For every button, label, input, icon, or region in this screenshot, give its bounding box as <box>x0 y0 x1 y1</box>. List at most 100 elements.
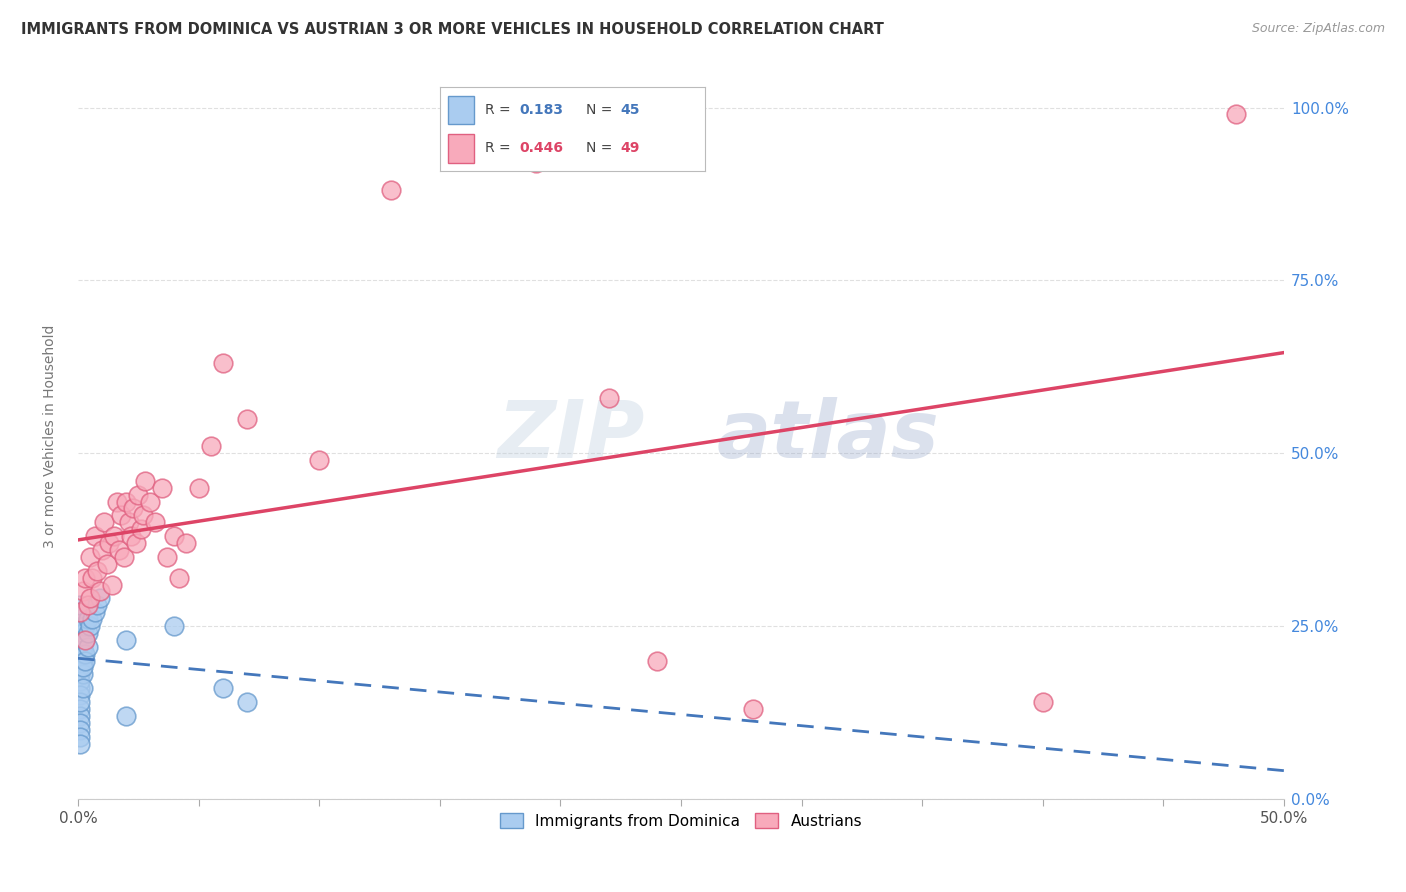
Point <box>82 571 104 585</box>
Point <box>89 591 111 606</box>
Point <box>69 730 91 744</box>
Point <box>75 647 97 661</box>
Point <box>69 654 91 668</box>
Point <box>211 681 233 696</box>
Point <box>69 612 91 626</box>
Point <box>69 605 91 619</box>
Text: Source: ZipAtlas.com: Source: ZipAtlas.com <box>1251 22 1385 36</box>
Point <box>308 453 330 467</box>
Point <box>129 522 152 536</box>
Point <box>72 584 94 599</box>
Point <box>69 715 91 730</box>
Point <box>122 501 145 516</box>
Point <box>69 674 91 689</box>
Point <box>72 619 94 633</box>
Point <box>76 599 98 613</box>
Point <box>79 619 101 633</box>
Point <box>236 411 259 425</box>
Point <box>76 626 98 640</box>
Point <box>75 632 97 647</box>
Point <box>100 577 122 591</box>
Point <box>143 516 166 530</box>
Point <box>200 439 222 453</box>
Y-axis label: 3 or more Vehicles in Household: 3 or more Vehicles in Household <box>44 324 58 548</box>
Point <box>115 494 138 508</box>
Point <box>82 612 104 626</box>
Text: ZIP: ZIP <box>498 397 645 475</box>
Point <box>79 549 101 564</box>
Point <box>125 536 148 550</box>
Point <box>96 557 118 571</box>
Point <box>167 571 190 585</box>
Point <box>69 688 91 702</box>
Legend: Immigrants from Dominica, Austrians: Immigrants from Dominica, Austrians <box>494 806 868 835</box>
Point <box>69 619 91 633</box>
Point <box>108 543 131 558</box>
Point <box>76 640 98 654</box>
Point <box>117 516 139 530</box>
Point <box>89 584 111 599</box>
Point <box>69 660 91 674</box>
Point <box>98 536 121 550</box>
Point <box>211 356 233 370</box>
Point <box>150 481 173 495</box>
Point <box>115 632 138 647</box>
Point <box>69 632 91 647</box>
Point <box>69 709 91 723</box>
Point <box>83 529 105 543</box>
Point <box>93 516 115 530</box>
Point <box>76 612 98 626</box>
Point <box>75 619 97 633</box>
Point <box>69 599 91 613</box>
Point <box>524 156 547 170</box>
Point <box>69 647 91 661</box>
Point <box>115 709 138 723</box>
Point <box>72 654 94 668</box>
Point <box>103 529 125 543</box>
Point <box>69 723 91 737</box>
Point <box>91 543 114 558</box>
Point <box>75 571 97 585</box>
Point <box>69 702 91 716</box>
Point <box>112 549 135 564</box>
Point <box>79 591 101 606</box>
Point <box>156 549 179 564</box>
Point <box>598 391 620 405</box>
Point <box>176 536 198 550</box>
Point <box>139 494 162 508</box>
Point <box>127 488 149 502</box>
Text: atlas: atlas <box>717 397 939 475</box>
Text: IMMIGRANTS FROM DOMINICA VS AUSTRIAN 3 OR MORE VEHICLES IN HOUSEHOLD CORRELATION: IMMIGRANTS FROM DOMINICA VS AUSTRIAN 3 O… <box>21 22 884 37</box>
Point <box>163 529 186 543</box>
Point <box>69 640 91 654</box>
Point <box>86 564 108 578</box>
Point <box>69 695 91 709</box>
Point <box>72 660 94 674</box>
Point <box>86 599 108 613</box>
Point <box>163 619 186 633</box>
Point <box>72 667 94 681</box>
Point <box>69 605 91 619</box>
Point <box>72 681 94 696</box>
Point <box>120 529 142 543</box>
Point <box>1225 107 1247 121</box>
Point <box>75 632 97 647</box>
Point <box>69 667 91 681</box>
Point <box>72 626 94 640</box>
Point <box>83 605 105 619</box>
Point <box>742 702 765 716</box>
Point <box>75 654 97 668</box>
Point <box>645 654 668 668</box>
Point <box>69 737 91 751</box>
Point <box>380 184 402 198</box>
Point <box>187 481 209 495</box>
Point <box>134 474 156 488</box>
Point <box>1032 695 1054 709</box>
Point <box>236 695 259 709</box>
Point <box>69 681 91 696</box>
Point <box>132 508 155 523</box>
Point <box>105 494 128 508</box>
Point <box>72 640 94 654</box>
Point <box>72 647 94 661</box>
Point <box>110 508 132 523</box>
